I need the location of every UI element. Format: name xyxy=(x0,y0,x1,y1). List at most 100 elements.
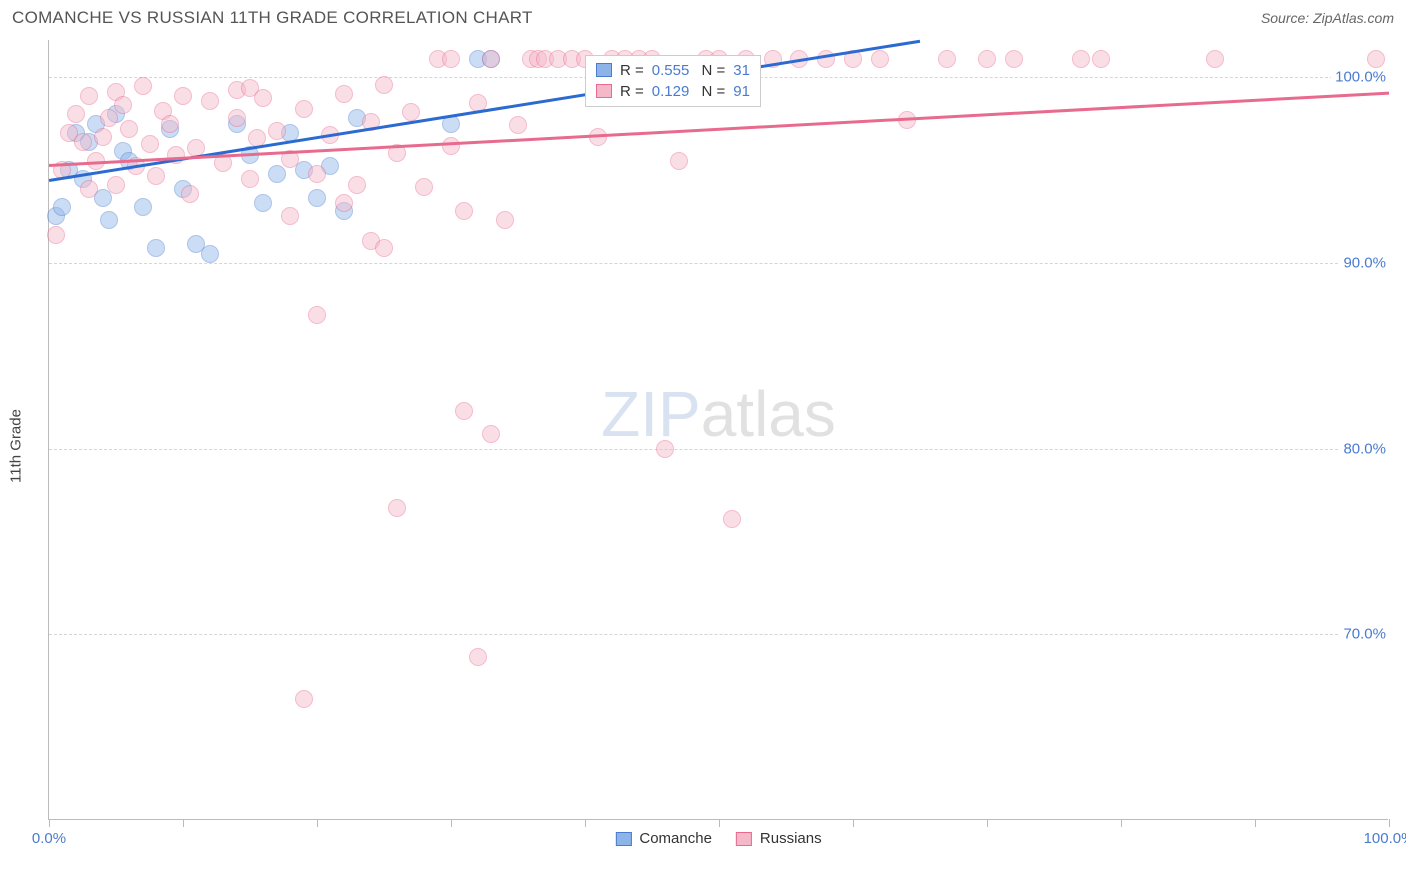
legend-label: Comanche xyxy=(639,830,712,847)
scatter-point xyxy=(348,176,366,194)
correlation-legend: R = 0.555 N = 31 R = 0.129 N = 91 xyxy=(585,55,761,107)
scatter-point xyxy=(1092,50,1110,68)
legend-r-label: R = xyxy=(620,83,644,100)
legend-swatch xyxy=(736,832,752,846)
scatter-point xyxy=(469,648,487,666)
gridline xyxy=(49,449,1388,450)
x-tick xyxy=(853,819,854,827)
scatter-point xyxy=(938,50,956,68)
scatter-point xyxy=(174,87,192,105)
x-tick xyxy=(317,819,318,827)
x-tick xyxy=(1121,819,1122,827)
watermark-prefix: ZIP xyxy=(601,378,701,450)
legend-n-value: 91 xyxy=(733,83,750,100)
legend-label: Russians xyxy=(760,830,822,847)
x-tick xyxy=(183,819,184,827)
scatter-point xyxy=(817,50,835,68)
watermark-suffix: atlas xyxy=(701,378,836,450)
scatter-point xyxy=(442,137,460,155)
y-axis-label: 11th Grade xyxy=(8,409,25,483)
scatter-point xyxy=(94,128,112,146)
scatter-point xyxy=(455,402,473,420)
scatter-point xyxy=(80,87,98,105)
scatter-point xyxy=(482,50,500,68)
scatter-point xyxy=(509,116,527,134)
scatter-point xyxy=(147,167,165,185)
x-tick xyxy=(1255,819,1256,827)
legend-r-value: 0.129 xyxy=(652,83,690,100)
scatter-point xyxy=(295,100,313,118)
scatter-point xyxy=(415,178,433,196)
gridline xyxy=(49,263,1388,264)
scatter-point xyxy=(134,77,152,95)
scatter-point xyxy=(388,499,406,517)
scatter-point xyxy=(141,135,159,153)
scatter-point xyxy=(254,194,272,212)
scatter-point xyxy=(375,76,393,94)
y-tick-label: 70.0% xyxy=(1339,626,1390,643)
scatter-point xyxy=(1367,50,1385,68)
x-tick xyxy=(585,819,586,827)
scatter-point xyxy=(308,189,326,207)
scatter-point xyxy=(871,50,889,68)
scatter-point xyxy=(134,198,152,216)
legend-swatch xyxy=(596,84,612,98)
legend-r-value: 0.555 xyxy=(652,62,690,79)
scatter-point xyxy=(455,202,473,220)
scatter-point xyxy=(268,165,286,183)
scatter-point xyxy=(228,109,246,127)
scatter-point xyxy=(268,122,286,140)
gridline xyxy=(49,634,1388,635)
scatter-point xyxy=(107,176,125,194)
scatter-point xyxy=(181,185,199,203)
scatter-point xyxy=(723,510,741,528)
scatter-point xyxy=(80,180,98,198)
scatter-point xyxy=(1206,50,1224,68)
scatter-point xyxy=(114,96,132,114)
source-label: Source: ZipAtlas.com xyxy=(1261,10,1394,26)
scatter-point xyxy=(402,103,420,121)
watermark: ZIPatlas xyxy=(601,377,836,451)
series-legend: Comanche Russians xyxy=(615,830,821,847)
legend-row: R = 0.129 N = 91 xyxy=(596,81,750,102)
scatter-point xyxy=(670,152,688,170)
scatter-point xyxy=(241,170,259,188)
chart-plot-area: ZIPatlas 70.0%80.0%90.0%100.0%0.0%100.0%… xyxy=(48,40,1388,820)
scatter-point xyxy=(1072,50,1090,68)
legend-r-label: R = xyxy=(620,62,644,79)
x-tick xyxy=(1389,819,1390,827)
scatter-point xyxy=(47,226,65,244)
y-tick-label: 100.0% xyxy=(1331,69,1390,86)
scatter-point xyxy=(53,198,71,216)
legend-item: Russians xyxy=(736,830,822,847)
scatter-point xyxy=(201,92,219,110)
legend-n-value: 31 xyxy=(733,62,750,79)
legend-row: R = 0.555 N = 31 xyxy=(596,60,750,81)
scatter-point xyxy=(74,133,92,151)
scatter-point xyxy=(120,120,138,138)
x-tick xyxy=(49,819,50,827)
scatter-point xyxy=(308,306,326,324)
scatter-point xyxy=(1005,50,1023,68)
y-tick-label: 90.0% xyxy=(1339,254,1390,271)
scatter-point xyxy=(100,109,118,127)
legend-n-label: N = xyxy=(697,83,725,100)
x-tick xyxy=(451,819,452,827)
x-tick-label: 100.0% xyxy=(1364,830,1406,847)
scatter-point xyxy=(100,211,118,229)
x-tick-label: 0.0% xyxy=(32,830,66,847)
scatter-point xyxy=(482,425,500,443)
scatter-point xyxy=(335,85,353,103)
legend-n-label: N = xyxy=(697,62,725,79)
x-tick xyxy=(719,819,720,827)
scatter-point xyxy=(147,239,165,257)
scatter-point xyxy=(254,89,272,107)
scatter-point xyxy=(281,207,299,225)
x-tick xyxy=(987,819,988,827)
legend-item: Comanche xyxy=(615,830,712,847)
scatter-point xyxy=(335,194,353,212)
scatter-point xyxy=(496,211,514,229)
scatter-point xyxy=(978,50,996,68)
scatter-point xyxy=(67,105,85,123)
scatter-point xyxy=(442,50,460,68)
